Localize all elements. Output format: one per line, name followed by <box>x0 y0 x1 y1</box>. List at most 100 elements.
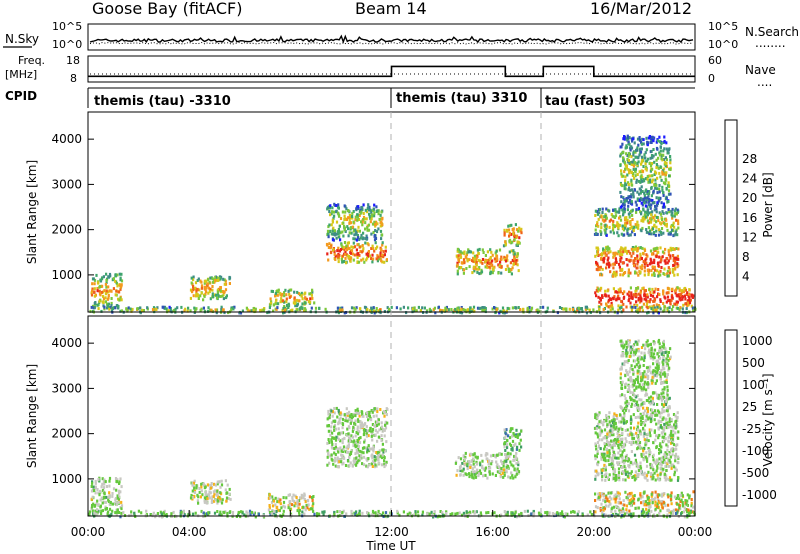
data-cell <box>508 454 511 458</box>
data-cell <box>476 306 480 310</box>
data-cell <box>370 306 373 310</box>
data-cell <box>140 511 143 515</box>
data-cell <box>608 495 611 499</box>
data-cell <box>96 303 99 307</box>
data-cell <box>506 438 509 442</box>
data-cell <box>643 153 646 157</box>
data-cell <box>309 507 312 511</box>
data-cell <box>491 460 494 463</box>
data-cell <box>375 230 379 234</box>
data-cell <box>641 508 644 512</box>
data-cell <box>367 243 370 247</box>
data-cell <box>380 439 383 442</box>
data-cell <box>384 245 387 249</box>
data-cell <box>659 425 662 429</box>
data-cell <box>661 250 665 254</box>
data-cell <box>341 254 344 258</box>
data-cell <box>508 239 511 243</box>
data-cell <box>356 218 359 222</box>
data-cell <box>340 243 343 247</box>
data-cell <box>650 203 653 207</box>
data-cell <box>662 272 665 275</box>
data-cell <box>675 212 678 216</box>
noise-right-legend: ........ <box>755 36 786 50</box>
data-cell <box>614 427 617 431</box>
data-cell <box>110 289 113 293</box>
data-cell <box>376 209 379 213</box>
data-cell <box>354 307 357 311</box>
data-cell <box>653 429 656 433</box>
data-cell <box>654 478 657 482</box>
data-cell <box>515 428 518 432</box>
data-cell <box>618 461 621 465</box>
data-cell <box>212 495 215 499</box>
data-cell <box>517 269 520 273</box>
data-cell <box>336 447 339 451</box>
data-cell <box>371 423 374 426</box>
data-cell <box>331 414 334 418</box>
data-cell <box>473 257 476 261</box>
data-cell <box>357 205 360 209</box>
data-cell <box>559 512 562 516</box>
data-cell <box>631 476 634 479</box>
data-cell <box>361 237 364 241</box>
data-cell <box>303 506 306 510</box>
data-cell <box>333 459 337 463</box>
data-cell <box>659 273 662 277</box>
data-cell <box>594 214 597 217</box>
data-cell <box>509 261 512 265</box>
data-cell <box>193 486 196 490</box>
data-cell <box>669 161 672 165</box>
data-cell <box>685 307 688 311</box>
data-cell <box>663 217 667 221</box>
y-tick-label: 1000 <box>51 268 82 282</box>
data-cell <box>462 271 465 275</box>
data-cell <box>308 507 311 511</box>
data-cell <box>370 447 373 451</box>
data-cell <box>486 261 489 265</box>
data-cell <box>200 307 203 311</box>
data-cell <box>624 455 627 459</box>
data-cell <box>367 203 370 207</box>
data-cell <box>608 499 611 503</box>
data-cell <box>608 454 611 458</box>
data-cell <box>692 308 695 312</box>
data-cell <box>224 479 227 483</box>
data-cell <box>645 304 648 308</box>
data-cell <box>611 274 615 278</box>
data-cell <box>412 513 415 517</box>
data-cell <box>304 500 307 504</box>
data-cell <box>649 451 652 454</box>
data-cell <box>657 228 660 232</box>
data-cell <box>304 508 307 512</box>
data-cell <box>636 197 639 201</box>
data-cell <box>688 298 691 302</box>
data-cell <box>173 308 176 312</box>
data-cell <box>341 448 344 452</box>
data-cell <box>311 504 314 508</box>
data-cell <box>303 493 306 497</box>
data-cell <box>103 491 106 495</box>
data-cell <box>381 453 384 457</box>
data-cell <box>372 257 375 261</box>
data-cell <box>619 273 622 277</box>
data-cell <box>623 411 626 415</box>
data-cell <box>90 497 93 501</box>
data-cell <box>598 211 601 215</box>
data-cell <box>339 439 342 443</box>
data-cell <box>611 477 615 481</box>
data-cell <box>665 222 668 226</box>
data-cell <box>373 214 376 218</box>
data-cell <box>110 306 113 310</box>
data-cell <box>371 253 374 257</box>
data-cell <box>109 306 112 310</box>
data-cell <box>661 506 664 510</box>
data-cell <box>660 502 663 506</box>
data-cell <box>598 207 601 211</box>
data-cell <box>601 258 604 262</box>
data-cell <box>517 460 520 464</box>
data-cell <box>328 416 331 420</box>
data-cell <box>334 445 337 449</box>
data-cell <box>657 156 660 160</box>
data-cell <box>384 420 387 424</box>
